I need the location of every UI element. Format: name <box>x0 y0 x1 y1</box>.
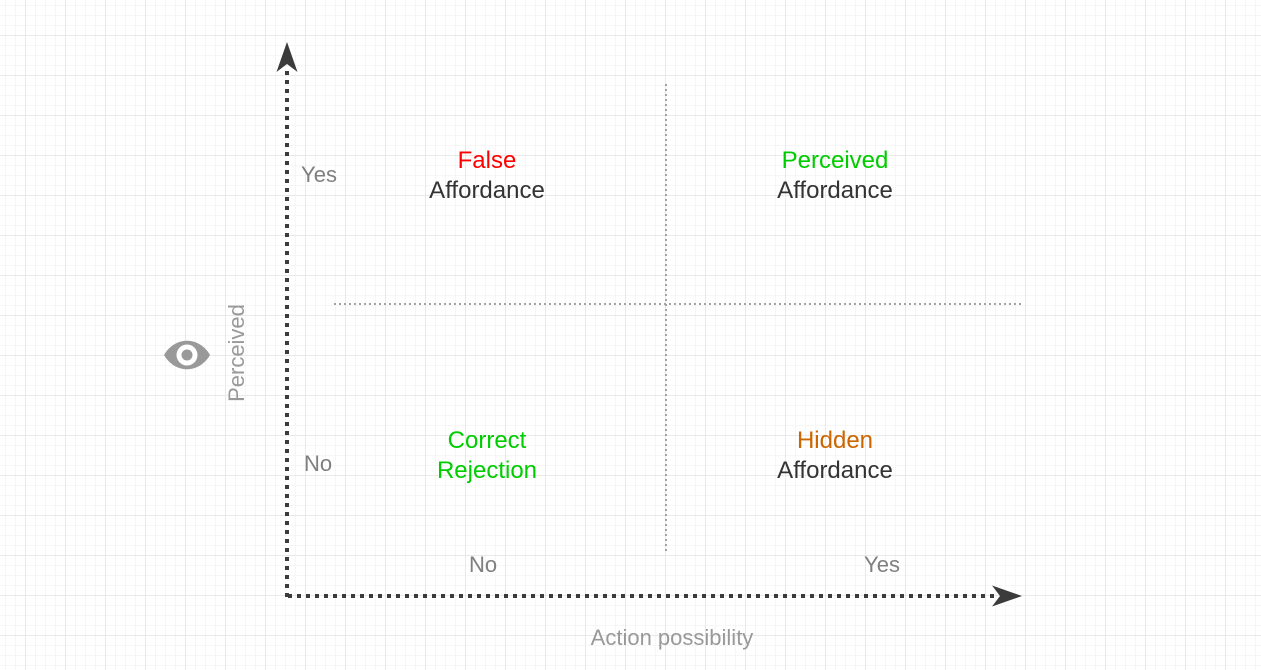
y-axis-arrow-icon <box>276 42 298 72</box>
quadrant-label-line1: Perceived <box>781 147 889 174</box>
quadrant-label-line2: Affordance <box>777 457 893 484</box>
quadrant-label-hidden-affordance: Hidden Affordance <box>777 426 893 486</box>
x-axis-tick-no: No <box>468 552 498 577</box>
quadrant-label-correct-rejection: Correct Rejection <box>437 426 537 486</box>
quadrant-label-perceived-affordance: Perceived Affordance <box>777 146 893 206</box>
eye-icon <box>164 340 210 370</box>
x-axis-arrow-icon <box>992 585 1022 607</box>
quadrant-label-line2: Affordance <box>777 177 893 204</box>
y-axis-tick-no: No <box>303 451 333 476</box>
quadrant-label-line1: Hidden <box>796 427 874 454</box>
y-axis <box>276 42 298 597</box>
x-axis <box>288 585 1022 607</box>
quadrant-label-false-affordance: False Affordance <box>429 146 545 206</box>
x-axis-title: Action possibility <box>590 625 754 650</box>
quadrant-label-line1: False <box>457 147 517 174</box>
quadrant-label-line2: Affordance <box>429 177 545 204</box>
y-axis-tick-yes: Yes <box>301 162 337 187</box>
y-axis-title: Perceived <box>224 304 249 402</box>
x-axis-tick-yes: Yes <box>864 552 900 577</box>
quadrant-label-line1: Correct <box>447 427 527 454</box>
quadrant-label-line2: Rejection <box>436 457 538 484</box>
